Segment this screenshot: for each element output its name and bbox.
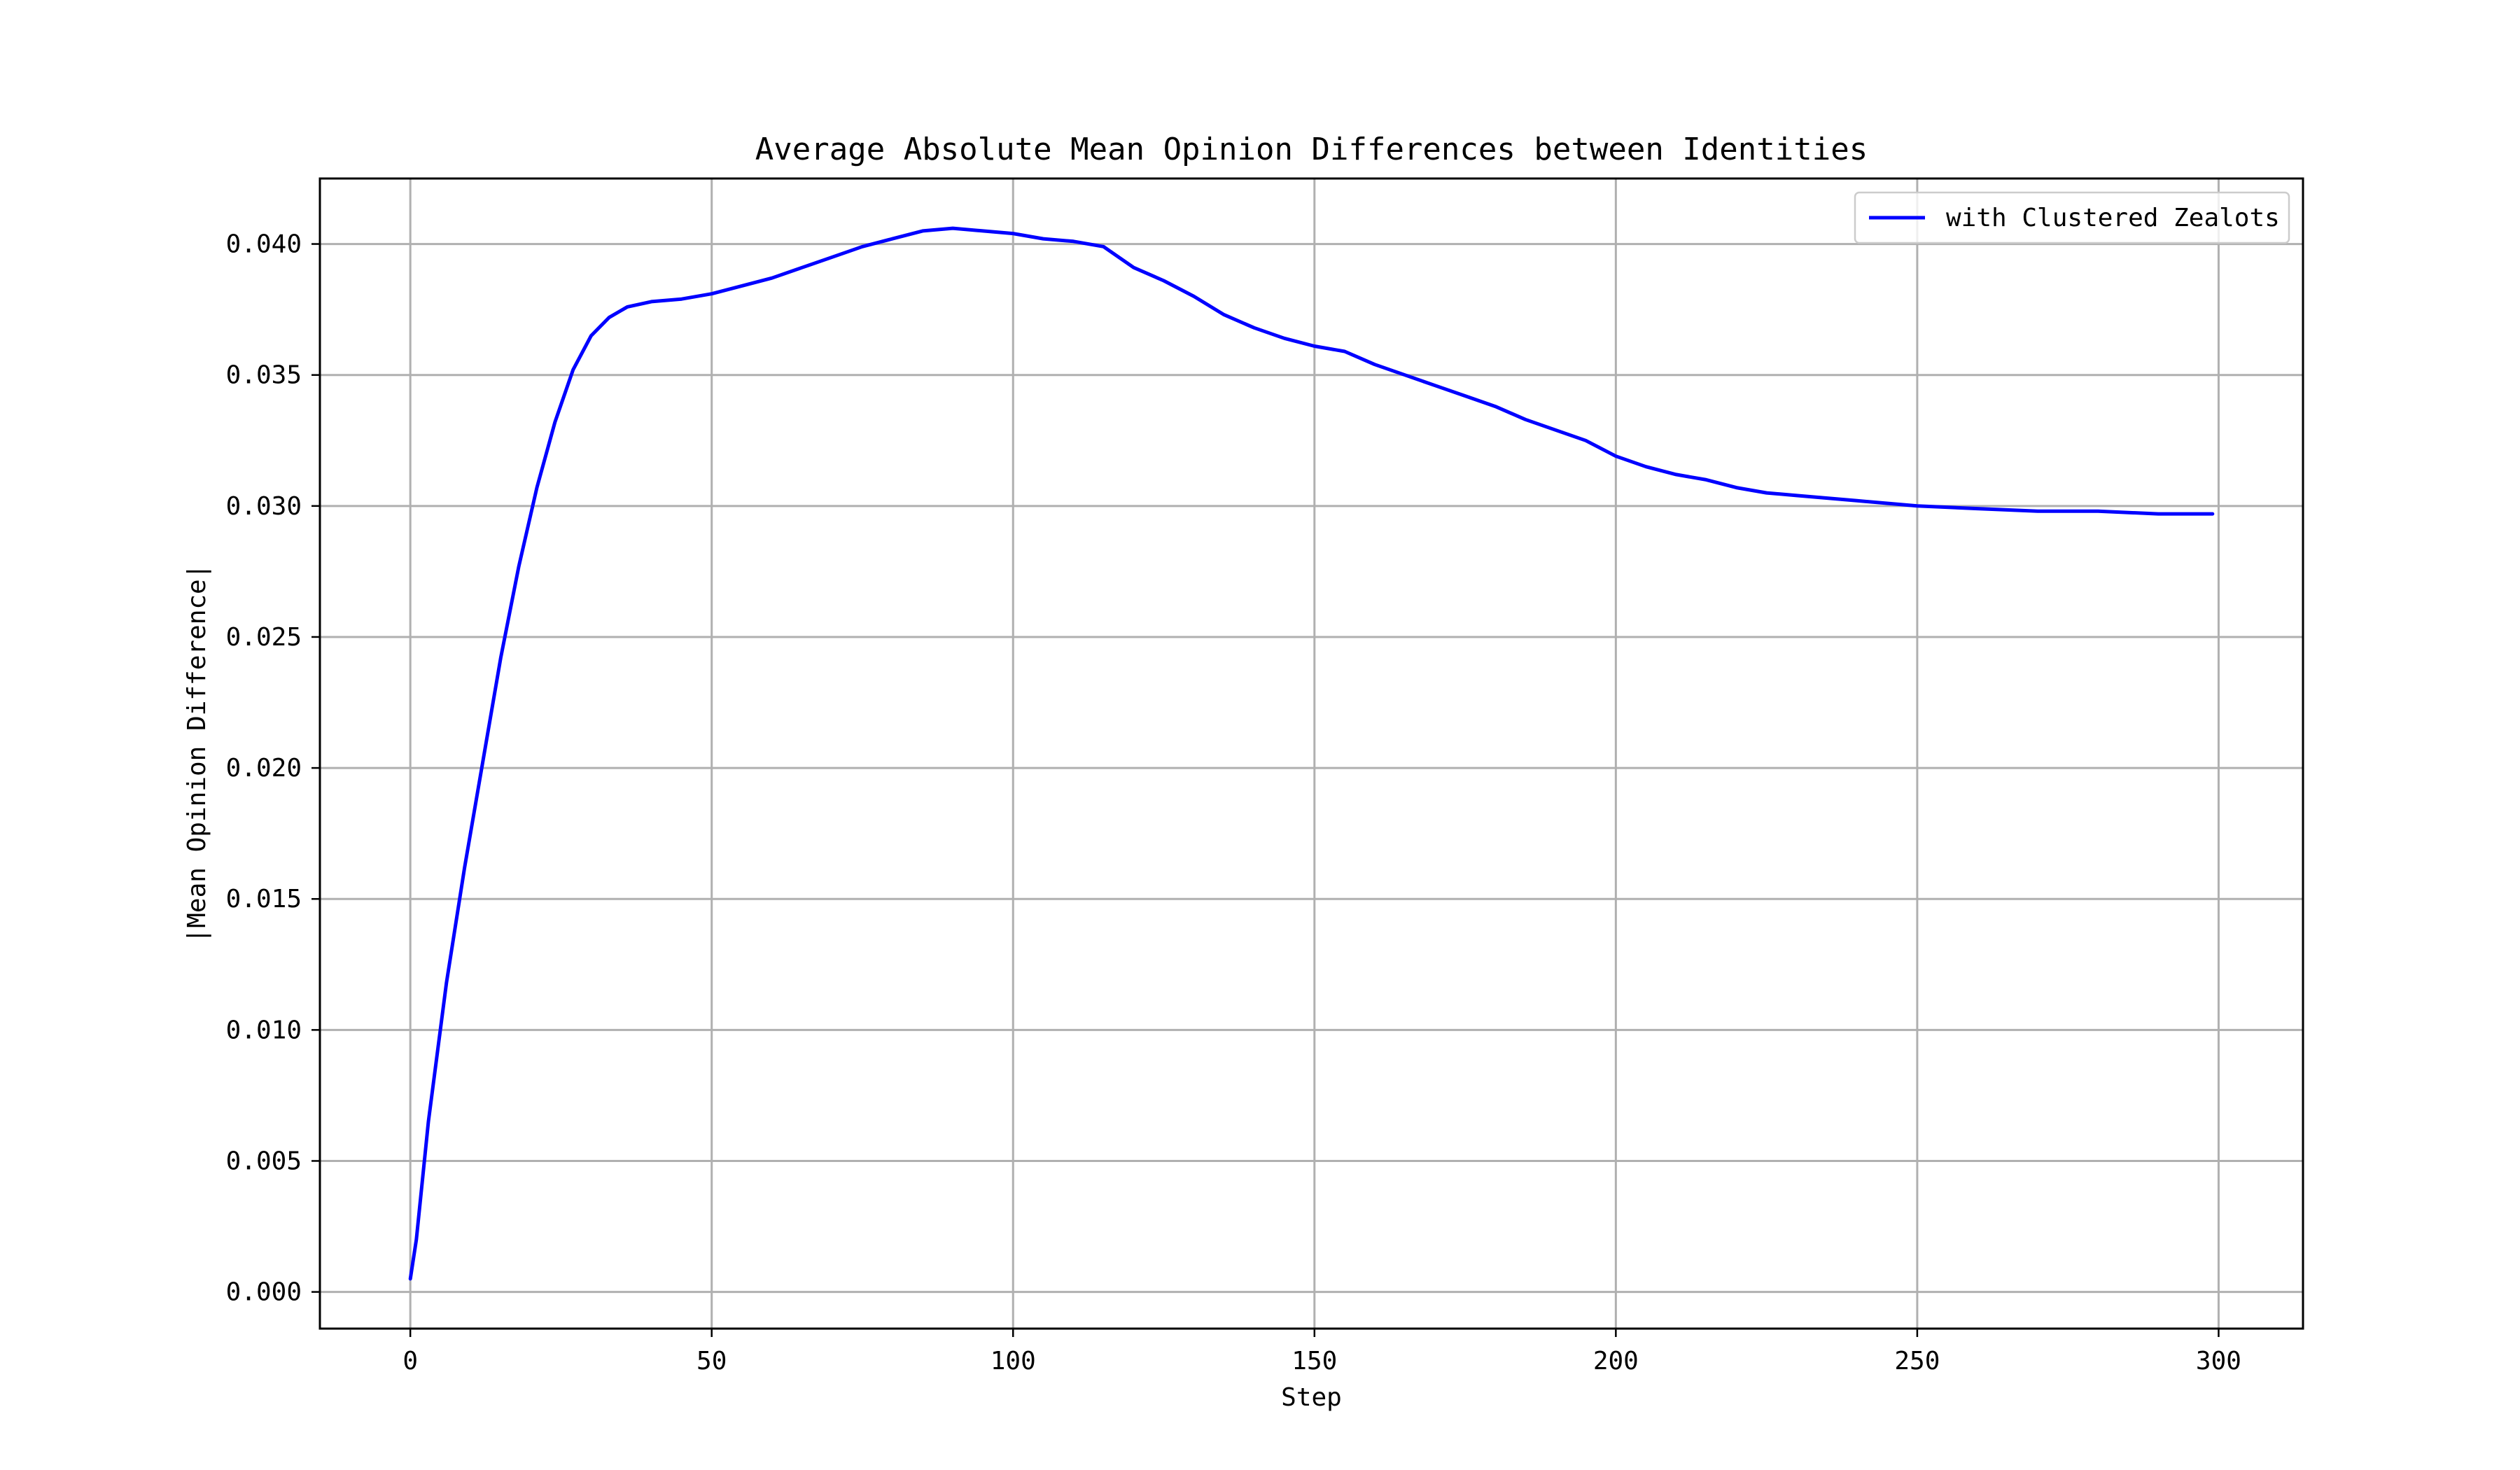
series-line xyxy=(408,226,2215,1281)
y-tick-label: 0.000 xyxy=(226,1278,302,1307)
y-axis: 0.000 0.005 0.010 0.015 0.020 0.025 0.030 0.035… xyxy=(226,230,320,1307)
legend: with Clustered Zealots xyxy=(1854,191,2290,244)
x-tick-label: 250 xyxy=(1894,1347,1940,1376)
x-axis: 0 50 100 150 200 250 300 xyxy=(402,1329,2241,1376)
x-axis-label: Step xyxy=(1281,1383,1342,1412)
plot-area xyxy=(408,226,2215,1281)
y-tick-label: 0.035 xyxy=(226,361,302,390)
y-tick-label: 0.030 xyxy=(226,492,302,521)
y-tick-label: 0.025 xyxy=(226,623,302,652)
y-tick-label: 0.005 xyxy=(226,1147,302,1175)
x-tick-label: 0 xyxy=(402,1347,418,1376)
x-tick-label: 150 xyxy=(1292,1347,1337,1376)
legend-box xyxy=(1854,191,2290,244)
y-tick-label: 0.040 xyxy=(226,230,302,259)
axes-frame xyxy=(318,177,2304,1330)
y-tick-label: 0.020 xyxy=(226,754,302,783)
x-tick-label: 200 xyxy=(1593,1347,1639,1376)
y-tick-label: 0.015 xyxy=(226,885,302,913)
x-tick-label: 300 xyxy=(2196,1347,2241,1376)
grid xyxy=(320,178,2303,1329)
y-axis-label: |Mean Opinion Difference| xyxy=(183,564,211,944)
x-tick-label: 50 xyxy=(696,1347,727,1376)
chart-title: Average Absolute Mean Opinion Difference… xyxy=(755,132,1868,167)
legend-entry-label: with Clustered Zealots xyxy=(1946,204,2280,232)
x-tick-label: 100 xyxy=(990,1347,1036,1376)
y-tick-label: 0.010 xyxy=(226,1016,302,1044)
